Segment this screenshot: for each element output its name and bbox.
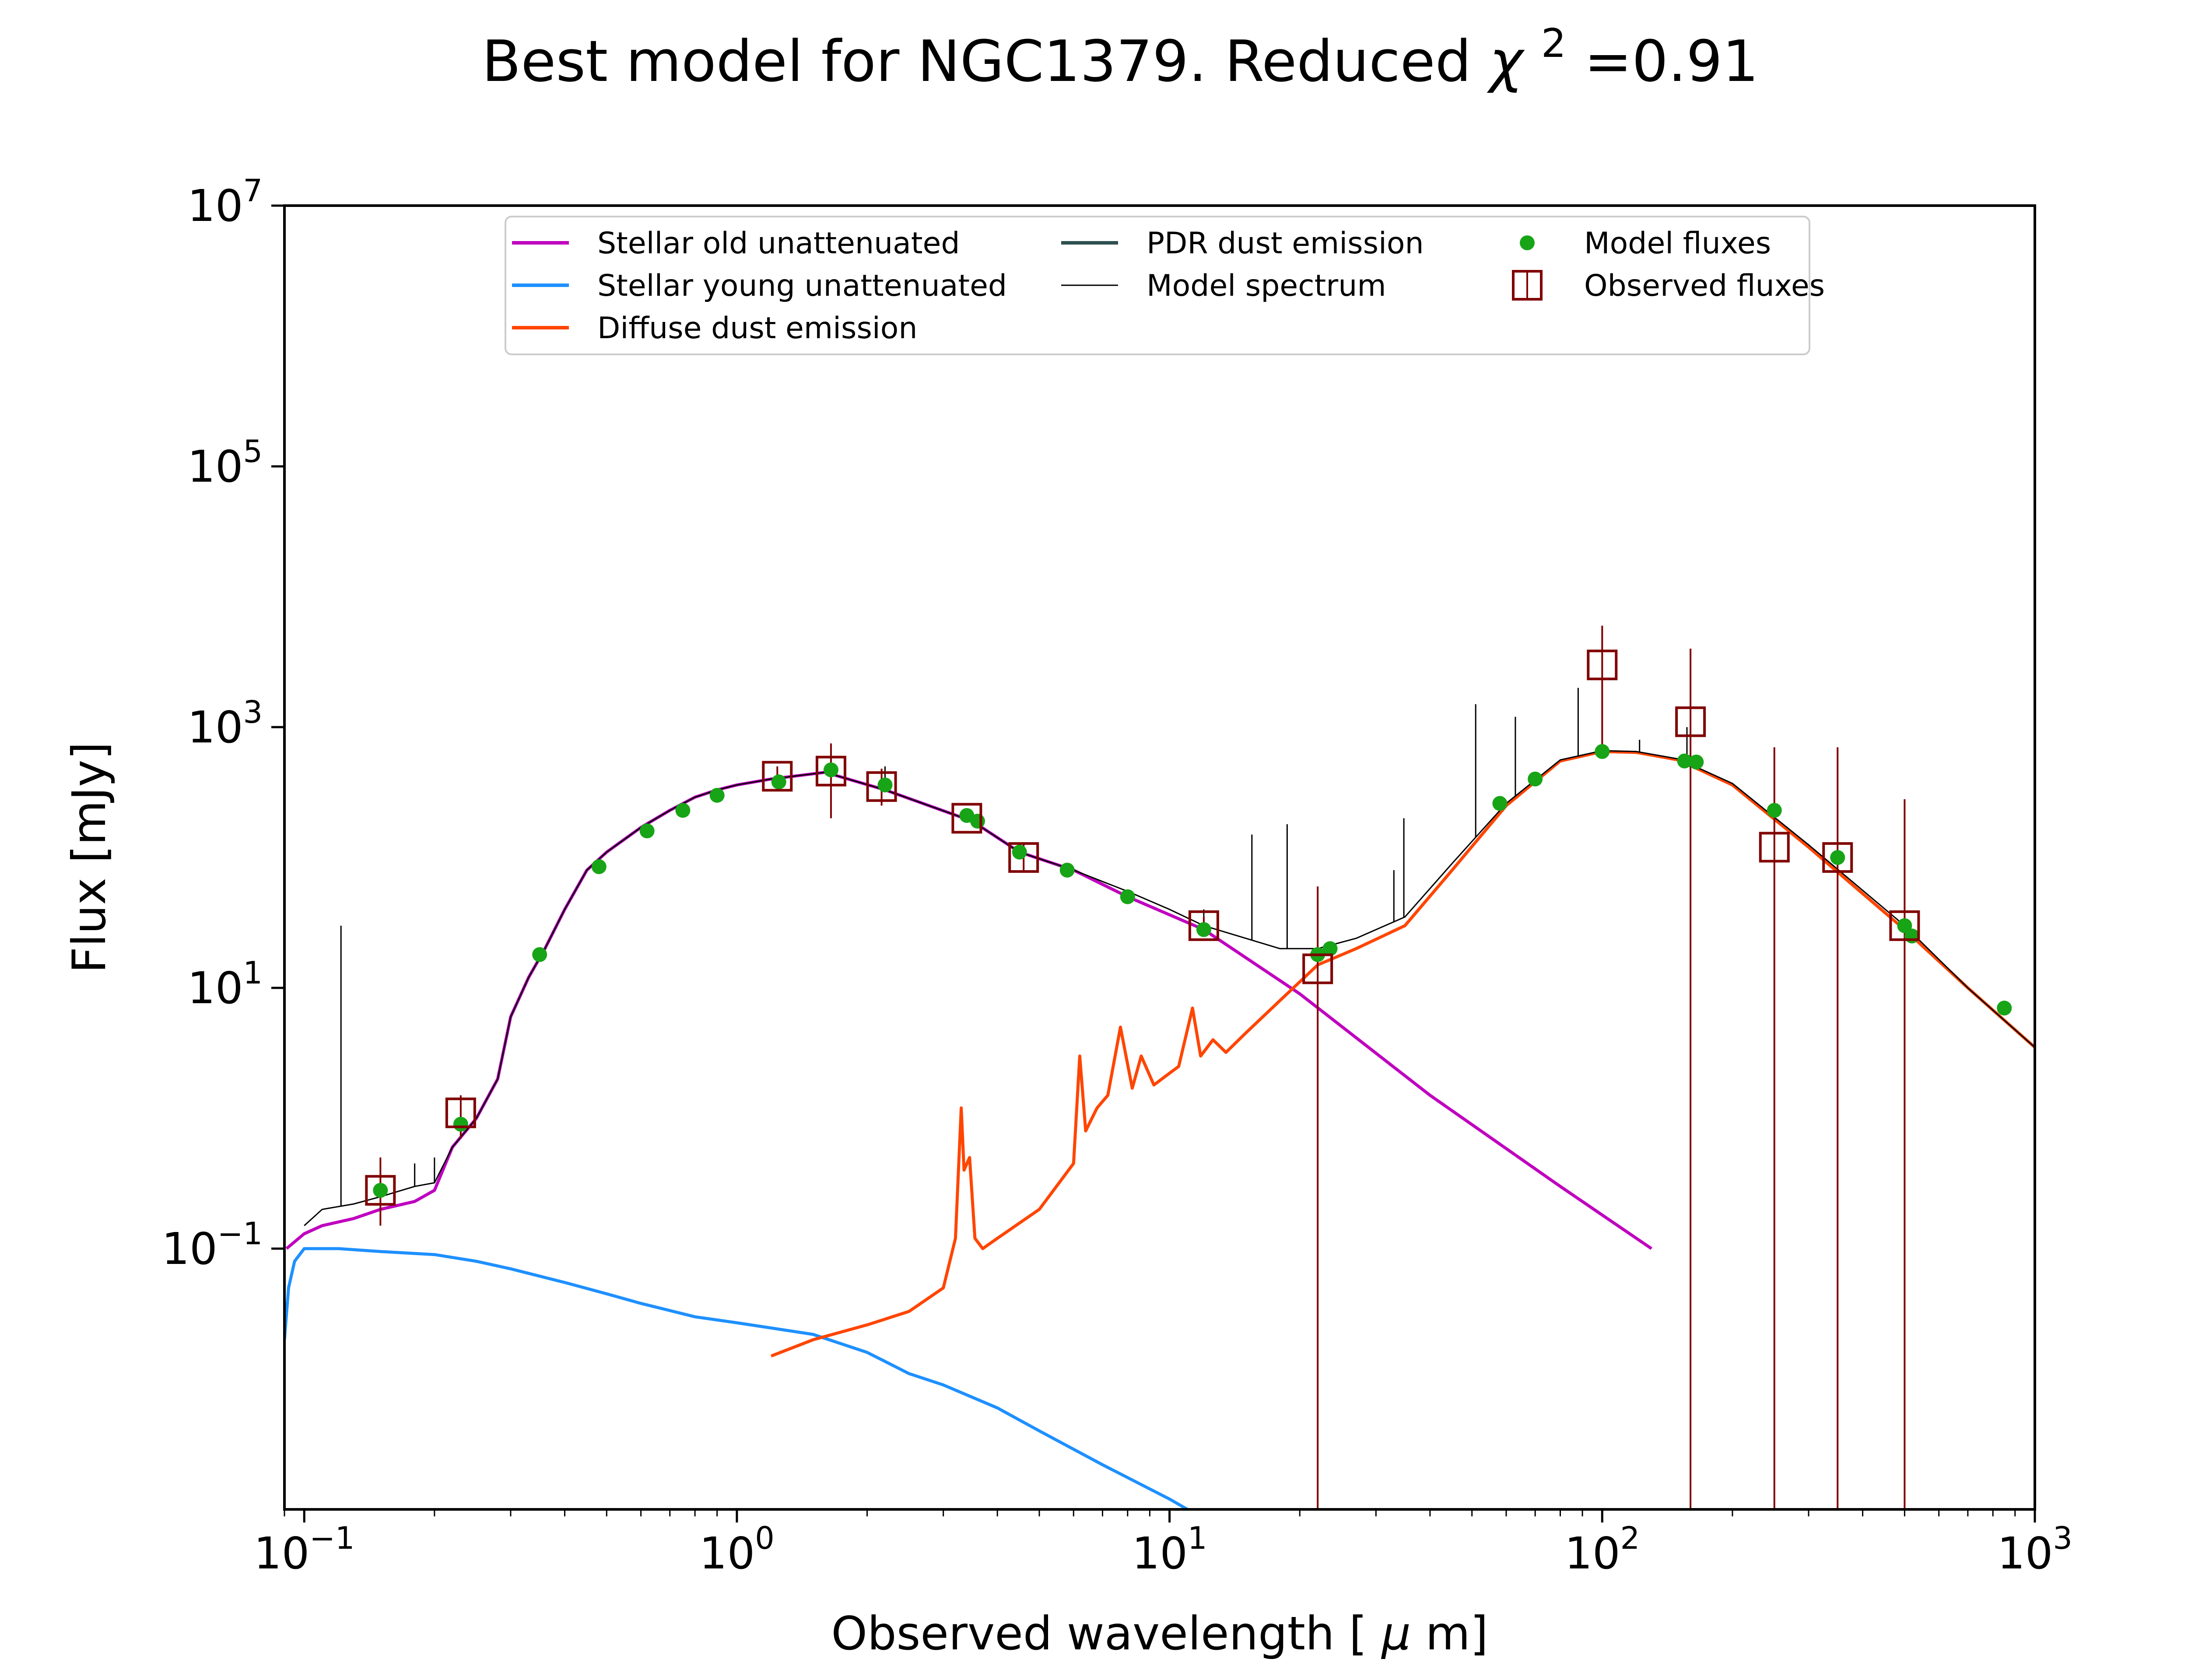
chart-title: Best model for NGC1379. Reduced χ 2 =0.9… — [482, 4, 1759, 94]
model-flux-point — [1897, 918, 1912, 933]
model-flux-point — [453, 1116, 468, 1132]
x-axis-label: Observed wavelength [ μ m] — [831, 1607, 1488, 1660]
model-flux-point — [675, 803, 691, 818]
model-flux-point — [1120, 889, 1135, 904]
model-flux-point — [1528, 771, 1543, 787]
legend-label: Stellar old unattenuated — [597, 226, 960, 261]
legend-swatch — [1520, 235, 1535, 250]
plot-frame — [283, 204, 2036, 1511]
y-tick-label: 105 — [187, 434, 263, 492]
y-tick-label: 107 — [187, 173, 263, 231]
model-flux-point — [1904, 928, 1920, 944]
observed-flux-point — [445, 1097, 476, 1128]
observed-flux-point — [1822, 842, 1853, 873]
model-flux-point — [1689, 754, 1704, 770]
model-flux-point — [1322, 941, 1338, 956]
observed-flux-point — [365, 1175, 396, 1206]
y-axis-ticks: 10−1 101 103 105 107 — [162, 173, 284, 1274]
legend-label: Stellar young unattenuated — [597, 269, 1007, 303]
model-flux-point — [639, 823, 655, 839]
series-line-stellar-old-unattenuated — [285, 770, 1652, 1250]
model-flux-point — [1012, 844, 1027, 860]
x-tick-label: 103 — [1997, 1520, 2072, 1579]
model-flux-point — [823, 762, 838, 777]
legend-label: PDR dust emission — [1147, 226, 1424, 261]
x-tick-label: 102 — [1564, 1520, 1640, 1579]
model-flux-point — [970, 813, 985, 829]
y-tick-label: 101 — [187, 955, 263, 1014]
x-tick-label: 10−1 — [254, 1520, 354, 1579]
observed-flux-point — [1008, 842, 1039, 873]
observed-flux-point — [866, 771, 897, 802]
model-flux-point — [1997, 1001, 2012, 1016]
model-flux-point — [709, 788, 725, 803]
legend-label: Model fluxes — [1584, 226, 1771, 261]
model-flux-point — [532, 947, 547, 962]
observed-flux-point — [762, 761, 793, 792]
observed-flux-point — [1675, 706, 1706, 737]
model-flux-point — [877, 777, 893, 793]
y-axis-label: Flux [mJy] — [63, 742, 116, 973]
observed-flux-point — [951, 803, 982, 834]
legend: Stellar old unattenuated Stellar young un… — [505, 216, 1825, 355]
model-flux-point — [771, 774, 786, 790]
model-flux-point — [591, 859, 607, 875]
y-tick-label: 103 — [187, 694, 263, 753]
observed-flux-point — [1188, 910, 1219, 941]
model-flux-point — [373, 1183, 388, 1198]
x-tick-label: 101 — [1132, 1520, 1207, 1579]
model-flux-point — [1767, 803, 1782, 818]
model-flux-point — [1059, 862, 1075, 878]
series-line-stellar-young-unattenuated — [284, 1247, 1189, 1509]
plot-area — [284, 626, 2035, 1509]
model-flux-point — [1830, 850, 1845, 865]
legend-frame — [505, 216, 1810, 355]
model-flux-point — [1595, 744, 1610, 759]
model-flux-point — [1196, 922, 1211, 937]
legend-label: Model spectrum — [1147, 269, 1386, 303]
observed-flux-point — [1302, 953, 1333, 984]
model-flux-point — [1677, 753, 1692, 769]
x-tick-label: 100 — [699, 1520, 775, 1579]
legend-label: Observed fluxes — [1584, 269, 1825, 303]
x-axis-ticks: 10−1 100 101 102 103 — [254, 1509, 2072, 1579]
observed-flux-point — [1759, 832, 1790, 863]
observed-flux-point — [1587, 649, 1618, 680]
observed-flux-point — [1889, 910, 1920, 941]
observed-flux-point — [815, 756, 846, 787]
legend-label: Diffuse dust emission — [597, 311, 917, 346]
y-tick-label: 10−1 — [162, 1216, 263, 1274]
model-flux-point — [1492, 796, 1508, 811]
